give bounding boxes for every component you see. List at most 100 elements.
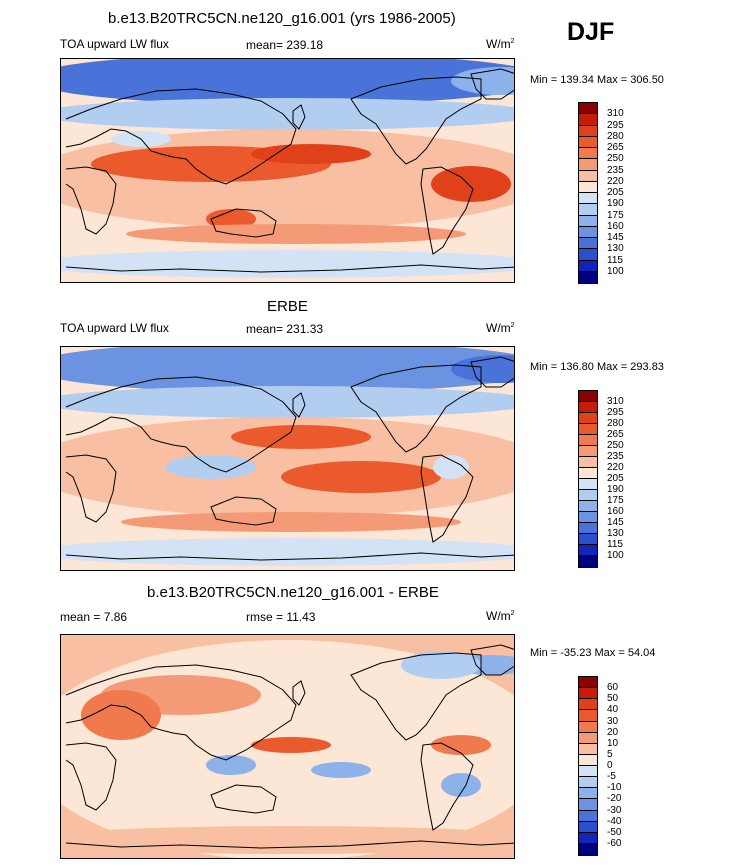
coastline [210, 784, 277, 814]
colorbar-tick-label: 100 [607, 265, 624, 277]
colorbar-tick-label: 145 [607, 232, 624, 243]
panel1-colorbar [578, 102, 598, 284]
contour-fill [281, 461, 441, 493]
panel3-map [60, 634, 515, 859]
coastline [350, 364, 482, 453]
colorbar-tick-label: 280 [607, 130, 624, 142]
colorbar-tick-label: -5 [607, 771, 616, 783]
colorbar-tick-label: 220 [607, 462, 624, 473]
coastline [470, 356, 514, 388]
coastline [65, 664, 297, 761]
coastline [210, 208, 277, 238]
coastline [65, 742, 117, 811]
panel3-rmse: rmse = 11.43 [246, 610, 316, 624]
colorbar-box [579, 843, 597, 855]
colorbar-tick-label: 50 [607, 693, 619, 705]
panel3-minmax: Min = -35.23 Max = 54.04 [530, 647, 656, 659]
colorbar-box [579, 710, 597, 722]
coastline [350, 76, 482, 165]
colorbar-box [579, 799, 597, 811]
panel2-units: W/m2 [486, 321, 515, 335]
coastline [292, 104, 306, 130]
colorbar-box [579, 260, 597, 272]
contour-fill [431, 166, 511, 202]
coastline [420, 166, 474, 255]
contour-fill [61, 59, 514, 105]
contour-fill [61, 250, 514, 278]
contour-fill [251, 737, 331, 753]
colorbar-box [579, 446, 597, 457]
contour-fill [121, 512, 461, 532]
coastline [420, 742, 474, 831]
colorbar-tick-label: 235 [607, 451, 624, 462]
contour-fill [311, 762, 371, 778]
colorbar-box [579, 114, 597, 126]
colorbar-tick-label: 40 [607, 704, 619, 716]
coastline [65, 376, 297, 473]
colorbar-box [579, 249, 597, 261]
colorbar-box [579, 468, 597, 479]
contour-fill [81, 690, 161, 740]
colorbar-box [579, 677, 597, 689]
colorbar-tick-label: 130 [607, 528, 624, 539]
colorbar-tick-label: 115 [607, 539, 623, 550]
colorbar-tick-label: 160 [607, 506, 624, 517]
colorbar-tick-label: 190 [607, 484, 624, 495]
colorbar-tick-label: 235 [607, 164, 624, 176]
colorbar-tick-label: -60 [607, 837, 622, 849]
colorbar-tick-label: 295 [607, 407, 624, 418]
colorbar-tick-label: 20 [607, 726, 619, 738]
colorbar-tick-label: 160 [607, 220, 624, 232]
contour-fill [433, 455, 469, 479]
panel1-variable: TOA upward LW flux [60, 37, 169, 51]
colorbar-box [579, 754, 597, 766]
contour-fill [251, 144, 371, 164]
contour-fill [206, 755, 256, 775]
coastline [470, 644, 514, 676]
colorbar-box [579, 226, 597, 238]
colorbar-tick-label: 190 [607, 198, 624, 210]
colorbar-box [579, 136, 597, 148]
colorbar-tick-label: 60 [607, 682, 619, 694]
colorbar-tick-label: 145 [607, 517, 624, 528]
panel2-map [60, 346, 515, 571]
colorbar-tick-label: -20 [607, 793, 622, 805]
colorbar-tick-label: 250 [607, 153, 624, 165]
panel2-colorbar [578, 390, 598, 568]
colorbar-box [579, 556, 597, 567]
colorbar-box [579, 271, 597, 283]
season-label: DJF [567, 18, 615, 46]
colorbar-box [579, 545, 597, 556]
colorbar-tick-label: 175 [607, 495, 624, 506]
coastline [65, 166, 117, 235]
colorbar-box [579, 688, 597, 700]
colorbar-box [579, 721, 597, 733]
colorbar-tick-label: 115 [607, 254, 623, 266]
colorbar-tick-label: 310 [607, 108, 624, 120]
panel3-title: b.e13.B20TRC5CN.ne120_g16.001 - ERBE [147, 584, 439, 601]
colorbar-tick-label: 265 [607, 142, 624, 153]
colorbar-box [579, 832, 597, 844]
colorbar-tick-label: 280 [607, 418, 624, 429]
colorbar-tick-label: 100 [607, 550, 624, 561]
colorbar-box [579, 424, 597, 435]
contour-fill [61, 98, 514, 130]
colorbar-tick-label: 205 [607, 187, 624, 198]
colorbar-box [579, 193, 597, 205]
panel1-map [60, 58, 515, 283]
panel2-mean: mean= 231.33 [246, 322, 324, 336]
colorbar-box [579, 523, 597, 534]
colorbar-box [579, 490, 597, 501]
colorbar-box [579, 402, 597, 413]
colorbar-box [579, 479, 597, 490]
contour-fill [451, 67, 514, 95]
coastline [292, 392, 306, 418]
colorbar-box [579, 766, 597, 778]
colorbar-box [579, 512, 597, 523]
panel1-units: W/m2 [486, 37, 515, 51]
colorbar-box [579, 391, 597, 402]
contour-fill [61, 347, 514, 393]
colorbar-box [579, 501, 597, 512]
colorbar-box [579, 103, 597, 115]
colorbar-tick-label: 265 [607, 429, 624, 440]
